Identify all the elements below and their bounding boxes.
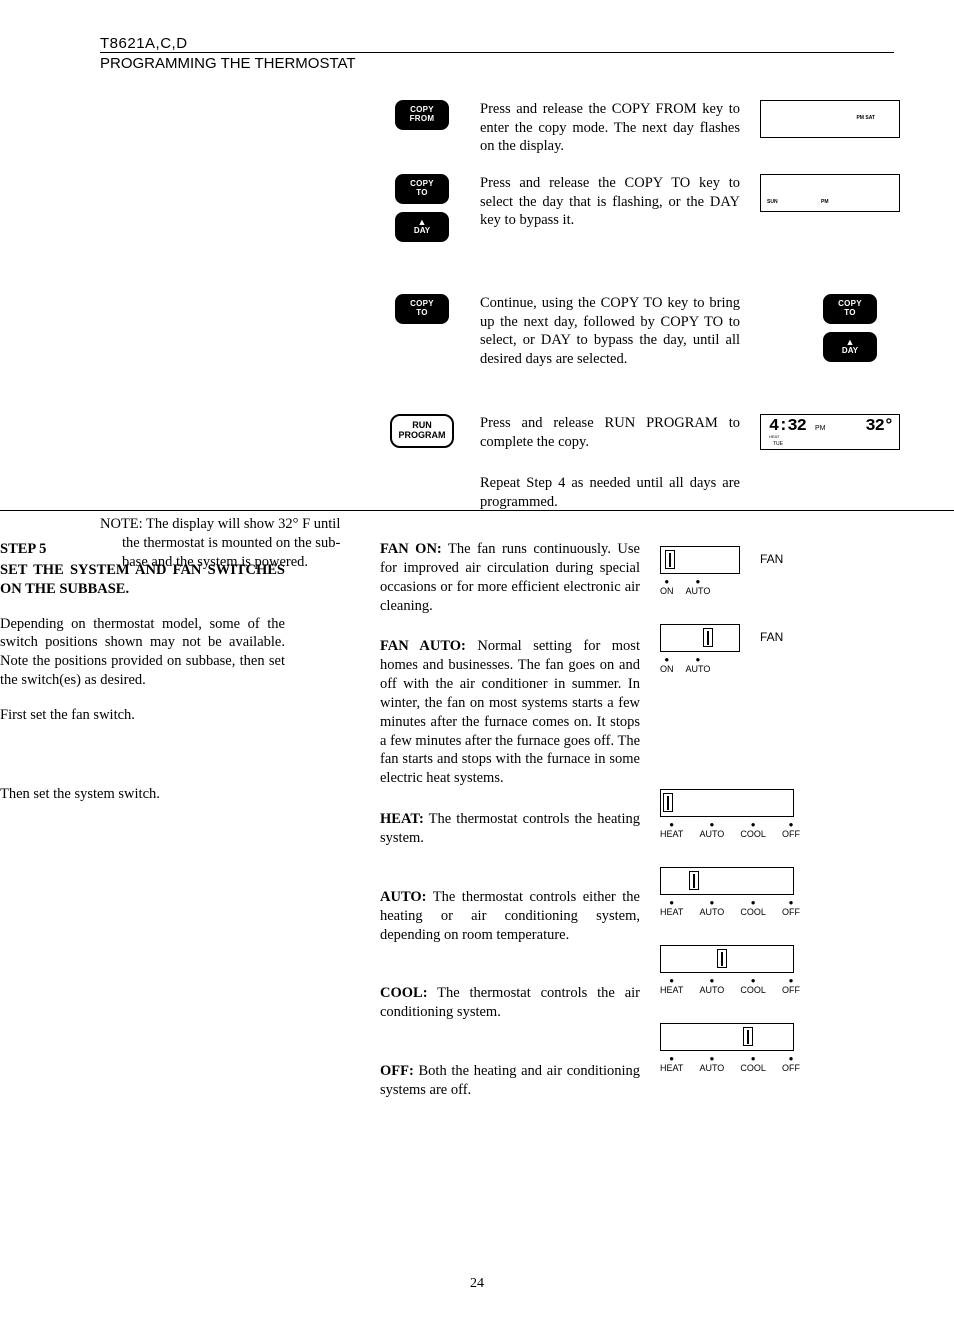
switch-position-label: AUTO [686,578,711,596]
section-divider [0,510,954,511]
lcd-display: SUN PM [760,174,900,212]
fan-switch-diagram: FAN ON AUTO [660,546,805,596]
model-number: T8621A,C,D [100,35,894,52]
day-button[interactable]: ▲ DAY [395,212,449,242]
body-text: FAN AUTO: Normal setting for most homes … [380,637,640,788]
system-switch-diagram: HEAT AUTO COOL OFF [660,945,805,995]
copy-to-button[interactable]: COPY TO [823,294,877,324]
instruction-text: Continue, using the COPY TO key to bring… [480,294,740,368]
body-text: HEAT: The thermostat controls the heatin… [380,810,640,848]
fan-label: FAN [760,630,783,644]
lcd-text: PM SAT [856,115,875,121]
body-text: Depending on thermostat model, some of t… [0,615,285,690]
btn-line: TO [416,309,428,318]
day-button[interactable]: ▲ DAY [823,332,877,362]
switch-position-label: HEAT [660,977,683,995]
switch-position-label: COOL [740,821,766,839]
body-text: COOL: The thermostat controls the air co… [380,984,640,1022]
copy-to-button[interactable]: COPY TO [395,174,449,204]
arrow-icon: ▲ [846,339,855,346]
instruction-text: Repeat Step 4 as needed until all days a… [480,474,740,511]
system-switch-diagram: HEAT AUTO COOL OFF [660,789,805,839]
body-text: Then set the system switch. [0,785,285,804]
body-text: First set the fan switch. [0,706,285,725]
step-title: SET THE SYSTEM AND FAN SWITCHES ON THE S… [0,562,285,597]
switch-position-label: ON [660,578,674,596]
switch-position-label: OFF [782,977,800,995]
lcd-temp: 32° [865,417,893,436]
copy-to-button[interactable]: COPY TO [395,294,449,324]
run-program-button[interactable]: RUN PROGRAM [390,414,454,448]
btn-line: TO [416,189,428,198]
section-title: PROGRAMMING THE THERMOSTAT [100,52,894,72]
body-text: FAN ON: The fan runs continuously. Use f… [380,540,640,615]
switch-position-label: OFF [782,1055,800,1073]
btn-line: DAY [842,346,858,355]
switch-position-label: HEAT [660,1055,683,1073]
switch-position-label: HEAT [660,899,683,917]
switch-position-label: AUTO [699,821,724,839]
system-switch-diagram: HEAT AUTO COOL OFF [660,1023,805,1073]
switch-position-label: OFF [782,899,800,917]
lcd-text: PM [821,199,829,205]
lcd-ampm: PM [815,425,826,432]
btn-line: PROGRAM [399,431,446,441]
switch-position-label: COOL [740,899,766,917]
instruction-text: Press and release the COPY FROM key to e… [480,100,740,156]
switch-position-label: COOL [740,1055,766,1073]
lcd-mode: HEAT [769,434,779,439]
body-text: OFF: Both the heating and air conditioni… [380,1062,640,1100]
lcd-display: PM SAT [760,100,900,138]
system-switch-diagram: HEAT AUTO COOL OFF [660,867,805,917]
switch-position-label: HEAT [660,821,683,839]
switch-position-label: AUTO [699,1055,724,1073]
switch-position-label: OFF [782,821,800,839]
copy-from-button[interactable]: COPY FROM [395,100,449,130]
arrow-icon: ▲ [418,219,427,226]
body-text: AUTO: The thermostat controls either the… [380,888,640,945]
instruction-text: Press and release RUN PROGRAM to complet… [480,414,740,451]
switch-position-label: AUTO [699,977,724,995]
fan-switch-diagram: FAN ON AUTO [660,624,805,674]
instruction-text: Press and release the COPY TO key to sel… [480,174,740,230]
switch-position-label: COOL [740,977,766,995]
lcd-display: 4:32 PM 32° TUE HEAT [760,414,900,450]
lcd-text: SUN [767,199,778,205]
note-line: NOTE: The display will show 32° F until [100,516,340,532]
btn-line: DAY [414,226,430,235]
switch-position-label: AUTO [686,656,711,674]
switch-position-label: AUTO [699,899,724,917]
page-number: 24 [0,1276,954,1292]
fan-label: FAN [760,552,783,566]
btn-line: TO [844,309,856,318]
lcd-day: TUE [773,441,783,447]
switch-position-label: ON [660,656,674,674]
step-number: STEP 5 [0,541,46,557]
btn-line: FROM [410,115,435,124]
